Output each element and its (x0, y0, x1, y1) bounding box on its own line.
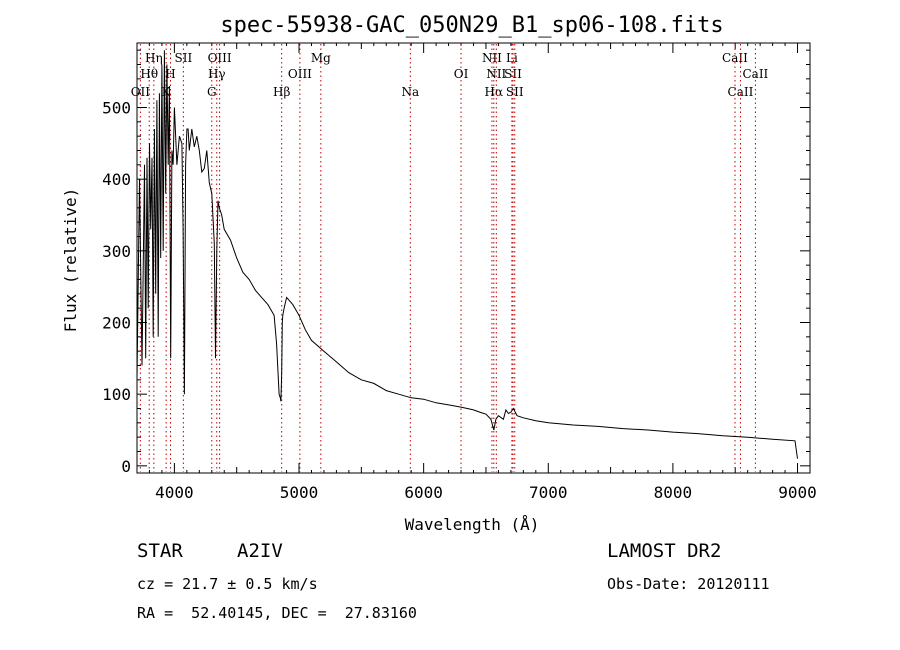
y-tick-label: 0 (121, 457, 131, 476)
x-axis: 4000 5000 6000 7000 8000 9000 (136, 43, 817, 502)
spectral-line-label: G (207, 85, 217, 99)
spectral-line-label: OIII (208, 51, 232, 65)
y-tick-label: 400 (102, 170, 131, 189)
redshift-value: cz = 21.7 ± 0.5 km/s (137, 575, 318, 593)
x-tick-label: 7000 (529, 483, 568, 502)
spectral-line-label: Hθ (140, 67, 158, 81)
object-subclass: A2IV (237, 540, 283, 562)
spectral-line-label: CaII (722, 51, 748, 65)
spectral-line-label: Hα (485, 85, 504, 99)
plot-frame (136, 42, 811, 474)
spectral-line-label: SII (504, 67, 522, 81)
y-tick-label: 100 (102, 385, 131, 404)
y-tick-label: 300 (102, 242, 131, 261)
object-class: STAR (137, 540, 183, 562)
spectral-line-label: H (165, 67, 175, 81)
spectral-line-label: OII (131, 85, 151, 99)
x-tick-label: 4000 (155, 483, 194, 502)
spectral-line-label: SII (506, 85, 524, 99)
x-tick-label: 9000 (778, 483, 817, 502)
spectral-line-label: OIII (288, 67, 312, 81)
spectral-line-label: Hγ (208, 67, 226, 81)
spectral-line-label: Hβ (273, 85, 290, 99)
y-tick-label: 500 (102, 99, 131, 118)
y-axis: 0 100 200 300 400 500 (102, 49, 810, 476)
spectral-line-label: Hη (145, 51, 163, 65)
spectral-line-label: NII (482, 51, 502, 65)
spectral-line-label: CaII (742, 67, 768, 81)
x-tick-label: 6000 (404, 483, 443, 502)
spectral-line-label: CaII (728, 85, 754, 99)
y-tick-label: 200 (102, 314, 131, 333)
spectrum-line (136, 50, 798, 459)
y-axis-label: Flux (relative) (61, 188, 80, 333)
spectral-line-label: Li (506, 51, 518, 65)
spectral-line-label: Mg (311, 51, 331, 65)
spectral-line-label: Na (401, 85, 419, 99)
x-axis-label: Wavelength (Å) (405, 515, 540, 534)
spectral-line-label: OI (454, 67, 469, 81)
chart-title: spec-55938-GAC_050N29_B1_sp06-108.fits (220, 13, 723, 38)
survey-name: LAMOST DR2 (607, 540, 722, 562)
x-tick-label: 8000 (654, 483, 693, 502)
spectral-line-markers: OIIHθHηKHSIIGHγOIIIHβOIIIMgNaOINIIHαNIIL… (131, 44, 769, 472)
spectral-line-label: NII (486, 67, 506, 81)
spectral-line-label: SII (175, 51, 193, 65)
coordinates: RA = 52.40145, DEC = 27.83160 (137, 604, 417, 622)
observation-date: Obs-Date: 20120111 (607, 575, 770, 593)
x-tick-label: 5000 (280, 483, 319, 502)
